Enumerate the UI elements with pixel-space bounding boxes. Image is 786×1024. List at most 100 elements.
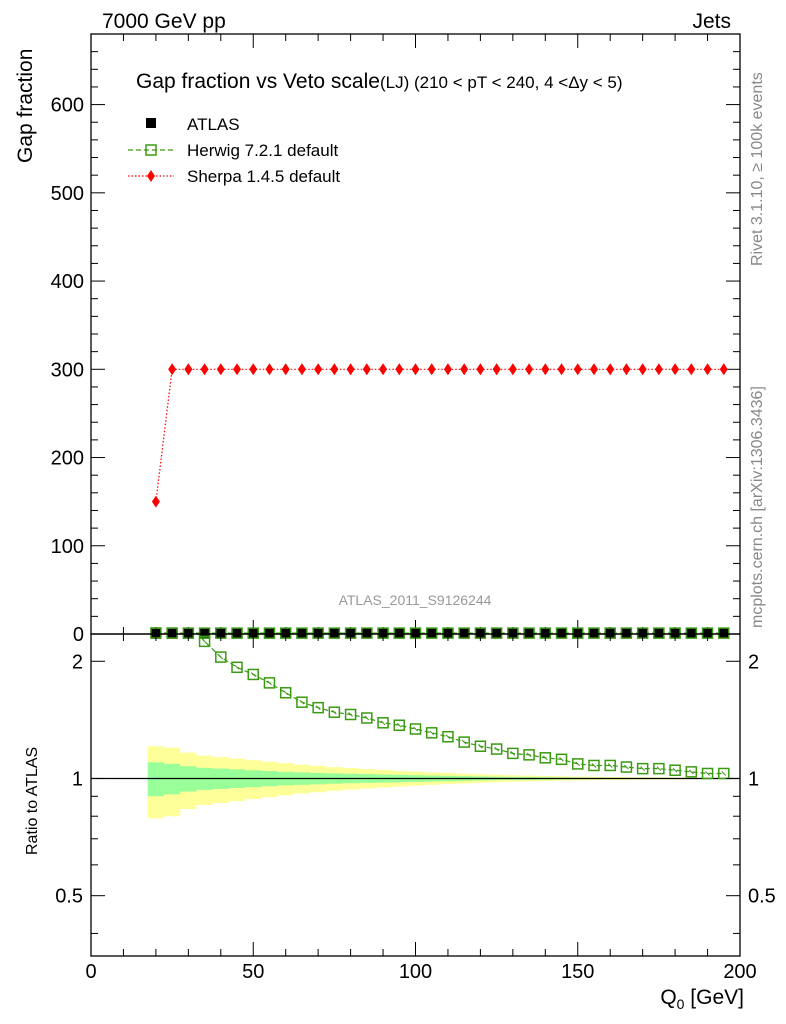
herwig-ratio-error: [624, 764, 629, 770]
herwig-ratio-error: [186, 622, 190, 626]
herwig-ratio-point: [151, 539, 161, 549]
herwig-ratio-error: [607, 763, 613, 768]
herwig-point: [328, 627, 341, 639]
mcplots-label: mcplots.cern.ch [arXiv:1306.3436]: [749, 386, 766, 628]
herwig-ratio-point: [167, 579, 177, 589]
herwig-ratio-error: [202, 638, 207, 644]
sherpa-point: [314, 363, 323, 376]
ratio-ytick-label-right: 1: [748, 768, 759, 790]
sherpa-point: [638, 363, 647, 376]
watermark: ATLAS_2011_S9126244: [339, 592, 492, 608]
herwig-ratio-point: [669, 764, 681, 776]
ratio-ytick-label-left: 0.5: [55, 886, 83, 908]
herwig-point: [425, 627, 438, 639]
sherpa-point: [168, 363, 177, 376]
herwig-ratio-point: [474, 740, 487, 752]
herwig-ratio-point: [701, 767, 714, 780]
sherpa-point: [216, 363, 225, 376]
herwig-point: [166, 627, 178, 639]
herwig-point: [653, 627, 665, 639]
herwig-ratio-point: [620, 761, 633, 773]
atlas-point: [686, 628, 697, 639]
herwig-ratio-error: [429, 730, 435, 736]
herwig-ratio-point: [523, 749, 535, 761]
herwig-ratio-error: [413, 726, 418, 732]
herwig-ratio-error: [575, 761, 581, 767]
herwig-point: [263, 627, 276, 639]
herwig-ratio-error: [315, 705, 321, 711]
ratio-bands: [147, 746, 732, 819]
sherpa-point: [265, 363, 274, 376]
sherpa-point: [476, 363, 485, 376]
main-ytick-label: 0: [73, 624, 84, 646]
atlas-point: [588, 628, 599, 639]
chart-title-suffix: (LJ) (210 < pT < 240, 4 <Δy < 5): [380, 73, 623, 92]
herwig-ratio-point: [507, 747, 519, 760]
ratio-band-outer: [147, 746, 732, 819]
atlas-point: [572, 628, 583, 639]
sherpa-point: [233, 363, 242, 376]
sherpa-point: [525, 363, 534, 376]
herwig-ratio-error: [461, 739, 467, 745]
main-ytick-label: 300: [51, 359, 84, 381]
herwig-point: [718, 627, 730, 639]
ratio-band-inner: [147, 762, 732, 797]
herwig-point: [296, 627, 308, 639]
sherpa-point: [395, 363, 404, 376]
herwig-ratio-point: [555, 753, 568, 766]
herwig-ratio-error: [283, 690, 289, 696]
atlas-point: [459, 628, 470, 639]
herwig-ratio-point: [653, 762, 665, 775]
herwig-ratio-error: [478, 743, 483, 749]
herwig-ratio-point: [393, 719, 406, 731]
sherpa-point: [719, 363, 728, 376]
sherpa-point: [460, 363, 469, 376]
main-ytick-label: 600: [51, 95, 84, 117]
legend-herwig-label: Herwig 7.2.1 default: [187, 141, 338, 160]
ratio-xtick-label: 50: [242, 961, 264, 983]
herwig-point: [620, 627, 633, 639]
main-ytick-label: 400: [51, 271, 84, 293]
ratio-ytick-label-right: 0.5: [748, 886, 776, 908]
sherpa-point: [151, 495, 160, 508]
x-axis-label: Q0 [GeV]: [660, 986, 744, 1012]
atlas-point: [540, 628, 551, 639]
herwig-ratio-point: [718, 767, 730, 780]
x-axis-label-unit: [GeV]: [684, 986, 744, 1009]
herwig-ratio-point: [312, 701, 324, 714]
herwig-ratio-point: [247, 668, 259, 681]
herwig-ratio-error: [542, 755, 548, 761]
sherpa-line: [155, 368, 724, 502]
sherpa-point: [427, 363, 436, 376]
herwig-ratio-error: [267, 680, 272, 686]
sherpa-point: [249, 363, 258, 376]
herwig-ratio-point: [409, 723, 422, 735]
header-left-label: 7000 GeV pp: [102, 10, 226, 33]
herwig-point: [490, 627, 503, 639]
herwig-point: [231, 627, 243, 639]
herwig-ratio-error: [688, 769, 694, 775]
herwig-ratio-error: [250, 672, 256, 677]
herwig-ratio-point: [231, 661, 243, 674]
herwig-ratio-error: [656, 766, 662, 771]
herwig-ratio-point: [279, 687, 292, 699]
sherpa-point: [703, 363, 712, 376]
herwig-ratio-point: [328, 706, 341, 718]
x-axis-label-sub: 0: [677, 996, 685, 1012]
herwig-ratio-error: [396, 722, 402, 728]
sherpa-point: [379, 363, 388, 376]
ratio-ytick-label-left: 1: [72, 768, 83, 790]
herwig-ratio-point: [361, 712, 373, 724]
ratio-xtick-label: 100: [399, 961, 432, 983]
sherpa-point: [330, 363, 339, 376]
herwig-ratio-point: [604, 759, 616, 772]
atlas-point: [605, 628, 616, 639]
herwig-ratio-error: [234, 664, 240, 670]
sherpa-point: [362, 363, 371, 376]
herwig-ratio-point: [344, 708, 357, 721]
herwig-point: [361, 627, 373, 639]
ratio-ylabel: Ratio to ATLAS: [24, 747, 41, 855]
atlas-point: [702, 628, 713, 639]
atlas-point: [491, 628, 502, 639]
herwig-point: [555, 627, 568, 639]
